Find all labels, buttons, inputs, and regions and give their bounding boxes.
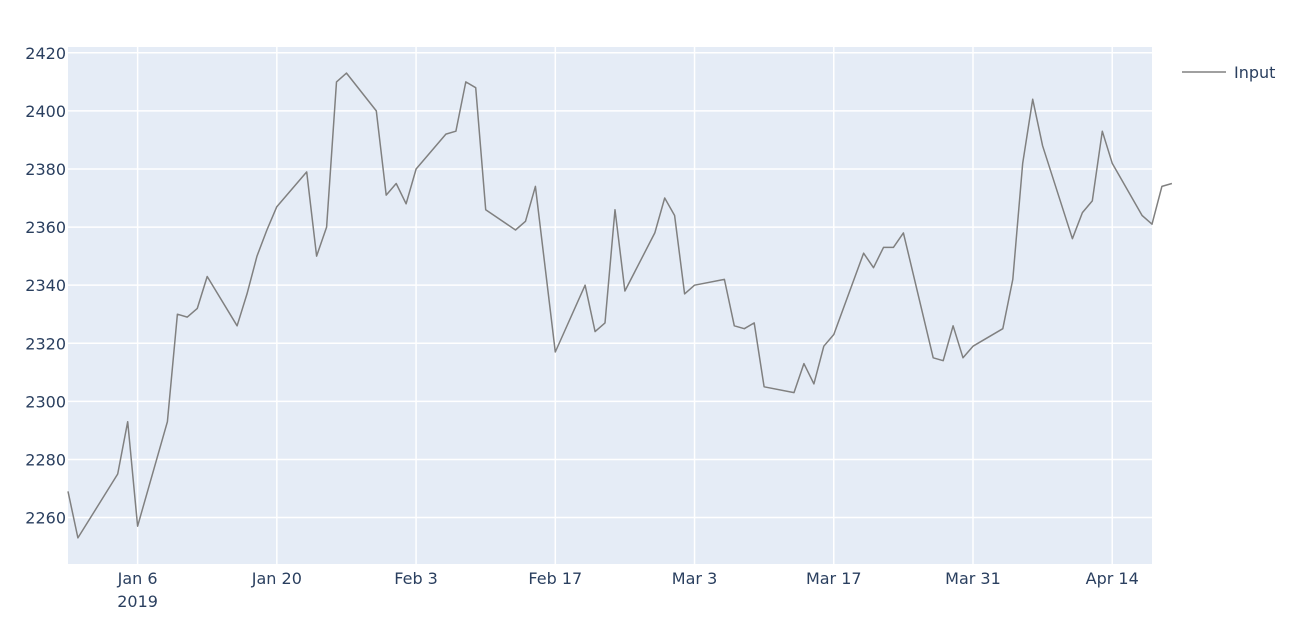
x-tick-label: Apr 14: [1086, 569, 1139, 588]
x-tick-sublabel: 2019: [117, 592, 158, 611]
x-axis: Jan 6 2019 Jan 20 Feb 3 Feb 17 Mar 3 Mar 17 Mar…: [117, 569, 1139, 611]
x-tick-label: Mar 31: [945, 569, 1001, 588]
x-tick-label: Feb 3: [394, 569, 438, 588]
y-axis: 2260 2280 2300 2320 2340 2360 2380 2400 2420: [25, 44, 66, 528]
series-layer: [67, 72, 1173, 539]
y-tick-label: 2320: [25, 334, 66, 353]
y-gridlines: [68, 52, 1152, 519]
y-tick-label: 2300: [25, 392, 66, 411]
x-tick-label: Mar 17: [806, 569, 862, 588]
y-tick-label: 2340: [25, 276, 66, 295]
series-line-input: [67, 72, 1173, 539]
y-tick-label: 2360: [25, 218, 66, 237]
legend[interactable]: Input: [1182, 63, 1275, 82]
x-tick-label: Jan 20: [251, 569, 302, 588]
y-tick-label: 2280: [25, 450, 66, 469]
plot-area: [68, 47, 1152, 564]
x-tick-label: Feb 17: [528, 569, 582, 588]
y-tick-label: 2260: [25, 509, 66, 528]
legend-label-input: Input: [1234, 63, 1275, 82]
y-tick-label: 2420: [25, 44, 66, 63]
x-tick-label: Mar 3: [672, 569, 717, 588]
x-gridlines: [136, 47, 1113, 564]
y-tick-label: 2400: [25, 102, 66, 121]
y-tick-label: 2380: [25, 160, 66, 179]
x-tick-label: Jan 6: [117, 569, 158, 588]
